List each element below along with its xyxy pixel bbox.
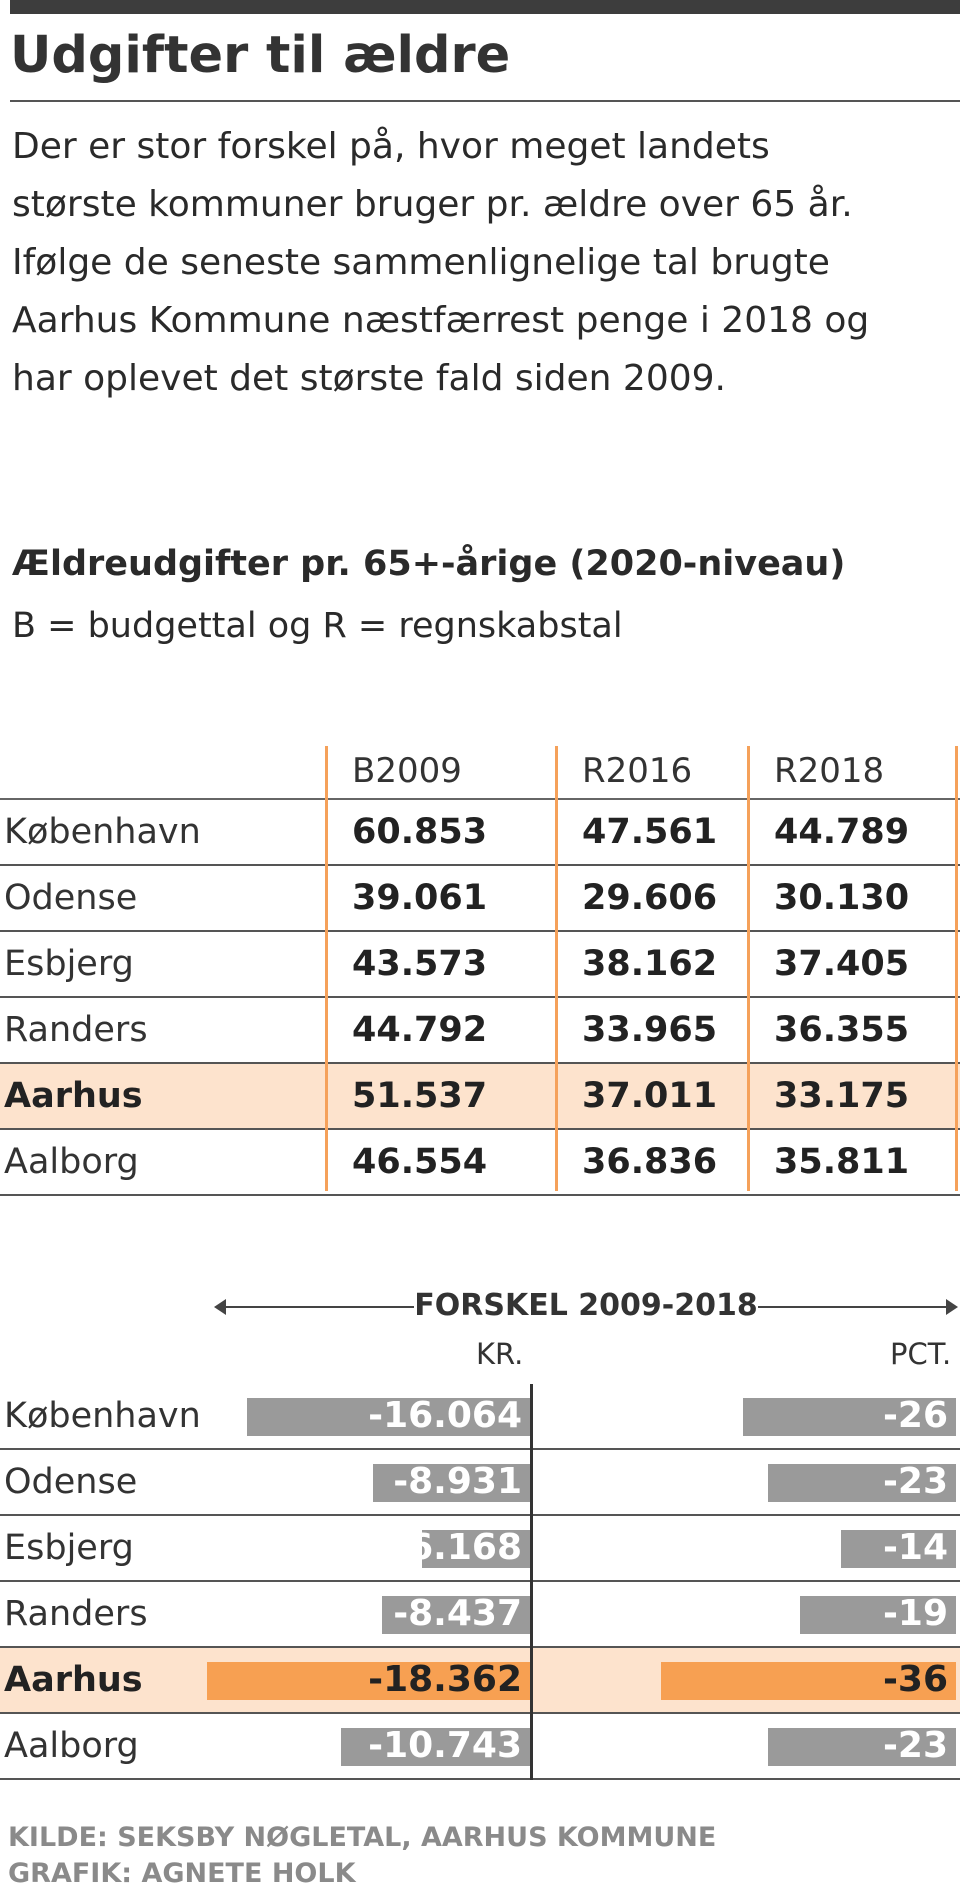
bar-label-kr: -18.362 <box>368 1659 522 1700</box>
row-value: 38.162 <box>582 944 718 984</box>
bar-row-city: Randers <box>4 1594 148 1634</box>
column-header: R2016 <box>582 751 693 791</box>
bar-kr <box>373 1464 530 1502</box>
bar-label-pct: -14 <box>882 1527 948 1568</box>
table-row: Esbjerg 43.573 38.162 37.405 <box>0 932 960 998</box>
bar-row: Aalborg -10.743 -23 <box>0 1714 960 1780</box>
bar-row-highlight: Aarhus -18.362 -36 <box>0 1648 960 1714</box>
top-rule <box>10 0 960 14</box>
bar-row-city: Aalborg <box>4 1726 139 1766</box>
row-value: 37.011 <box>582 1076 718 1116</box>
expenses-table: B2009 R2016 R2018 København 60.853 47.56… <box>0 744 960 1196</box>
intro-line: største kommuner bruger pr. ældre over 6… <box>12 184 853 225</box>
table-note: B = budgettal og R = regnskabstal <box>12 606 623 646</box>
row-value: 46.554 <box>352 1142 488 1182</box>
intro-line: Der er stor forskel på, hvor meget lande… <box>12 126 770 167</box>
column-header: R2018 <box>774 751 885 791</box>
bar-pct <box>768 1464 956 1502</box>
column-separator <box>747 746 750 1191</box>
row-city: København <box>4 812 201 852</box>
row-value: 37.405 <box>774 944 910 984</box>
bar-label-pct: -23 <box>882 1725 948 1766</box>
row-value: 30.130 <box>774 878 910 918</box>
table-row: Aalborg 46.554 36.836 35.811 <box>0 1130 960 1196</box>
row-value: 51.537 <box>352 1076 488 1116</box>
bar-label-pct: -19 <box>882 1593 948 1634</box>
unit-label-pct: PCT. <box>890 1337 952 1371</box>
column-separator <box>955 746 958 1191</box>
row-value: 29.606 <box>582 878 718 918</box>
bar-row: Odense -8.931 -23 <box>0 1450 960 1516</box>
unit-label-kr: KR. <box>476 1337 524 1371</box>
bar-axis-line <box>530 1384 533 1780</box>
row-city: Odense <box>4 878 138 918</box>
bar-kr <box>382 1596 530 1634</box>
row-value: 60.853 <box>352 812 488 852</box>
intro-line: har oplevet det største fald siden 2009. <box>12 358 726 399</box>
bar-pct <box>743 1398 956 1436</box>
bar-row: Esbjerg 6.168 -14 <box>0 1516 960 1582</box>
row-value: 43.573 <box>352 944 488 984</box>
bar-label-pct: -23 <box>882 1461 948 1502</box>
bar-row-city: Odense <box>4 1462 138 1502</box>
table-row: Odense 39.061 29.606 30.130 <box>0 866 960 932</box>
row-value: 44.792 <box>352 1010 488 1050</box>
row-value: 47.561 <box>582 812 718 852</box>
bar-label-kr: -10.743 <box>368 1725 522 1766</box>
intro-line: Ifølge de seneste sammenlignelige tal br… <box>12 242 830 283</box>
intro-line: Aarhus Kommune næstfærrest penge i 2018 … <box>12 300 870 341</box>
row-value: 33.965 <box>582 1010 718 1050</box>
arrow-right-icon <box>946 1299 958 1315</box>
column-separator <box>555 746 558 1191</box>
row-city: Esbjerg <box>4 944 134 984</box>
source-credit: KILDE: SEKSBY NØGLETAL, AARHUS KOMMUNE G… <box>8 1820 716 1892</box>
bar-kr <box>422 1530 530 1568</box>
intro-text: Der er stor forskel på, hvor meget lande… <box>12 118 957 408</box>
row-value: 35.811 <box>774 1142 910 1182</box>
bar-pct <box>661 1662 956 1700</box>
table-row: Randers 44.792 33.965 36.355 <box>0 998 960 1064</box>
row-city: Aalborg <box>4 1142 139 1182</box>
bar-label-kr: -8.931 <box>393 1461 522 1502</box>
row-value: 36.836 <box>582 1142 718 1182</box>
bar-row: København -16.064 -26 <box>0 1384 960 1450</box>
bar-kr <box>341 1728 530 1766</box>
column-separator <box>325 746 328 1191</box>
source-line: GRAFIK: AGNETE HOLK <box>8 1858 356 1889</box>
bar-row-city: København <box>4 1396 201 1436</box>
table-row-highlight: Aarhus 51.537 37.011 33.175 <box>0 1064 960 1130</box>
table-title: Ældreudgifter pr. 65+-årige (2020-niveau… <box>12 544 846 584</box>
page-title: Udgifter til ældre <box>10 26 511 85</box>
row-value: 33.175 <box>774 1076 910 1116</box>
difference-chart-title: FORSKEL 2009-2018 <box>214 1286 958 1326</box>
title-rule <box>10 100 960 102</box>
bar-label-kr: -8.437 <box>393 1593 522 1634</box>
row-value: 36.355 <box>774 1010 910 1050</box>
bar-pct <box>800 1596 956 1634</box>
source-line: KILDE: SEKSBY NØGLETAL, AARHUS KOMMUNE <box>8 1822 717 1853</box>
title-arrow-line <box>758 1306 948 1308</box>
column-header: B2009 <box>352 751 462 791</box>
bar-row-city: Aarhus <box>4 1660 143 1700</box>
row-value: 39.061 <box>352 878 488 918</box>
row-value: 44.789 <box>774 812 910 852</box>
bar-label-pct: -36 <box>882 1659 948 1700</box>
bar-pct <box>768 1728 956 1766</box>
row-city: Aarhus <box>4 1076 143 1116</box>
bar-row-city: Esbjerg <box>4 1528 134 1568</box>
difference-chart: København -16.064 -26 Odense -8.931 -23 Esbjer… <box>0 1384 960 1780</box>
bar-kr <box>207 1662 530 1700</box>
bar-label-kr: -16.064 <box>368 1395 522 1436</box>
table-row: København 60.853 47.561 44.789 <box>0 800 960 866</box>
chart-title: FORSKEL 2009-2018 <box>414 1288 758 1323</box>
bar-pct <box>841 1530 956 1568</box>
title-arrow-line <box>224 1306 414 1308</box>
arrow-left-icon <box>214 1299 226 1315</box>
bar-kr <box>247 1398 530 1436</box>
bar-row: Randers -8.437 -19 <box>0 1582 960 1648</box>
bar-label-pct: -26 <box>882 1395 948 1436</box>
table-header: B2009 R2016 R2018 <box>0 744 960 800</box>
bar-label-kr: 6.168 <box>408 1527 522 1568</box>
row-city: Randers <box>4 1010 148 1050</box>
